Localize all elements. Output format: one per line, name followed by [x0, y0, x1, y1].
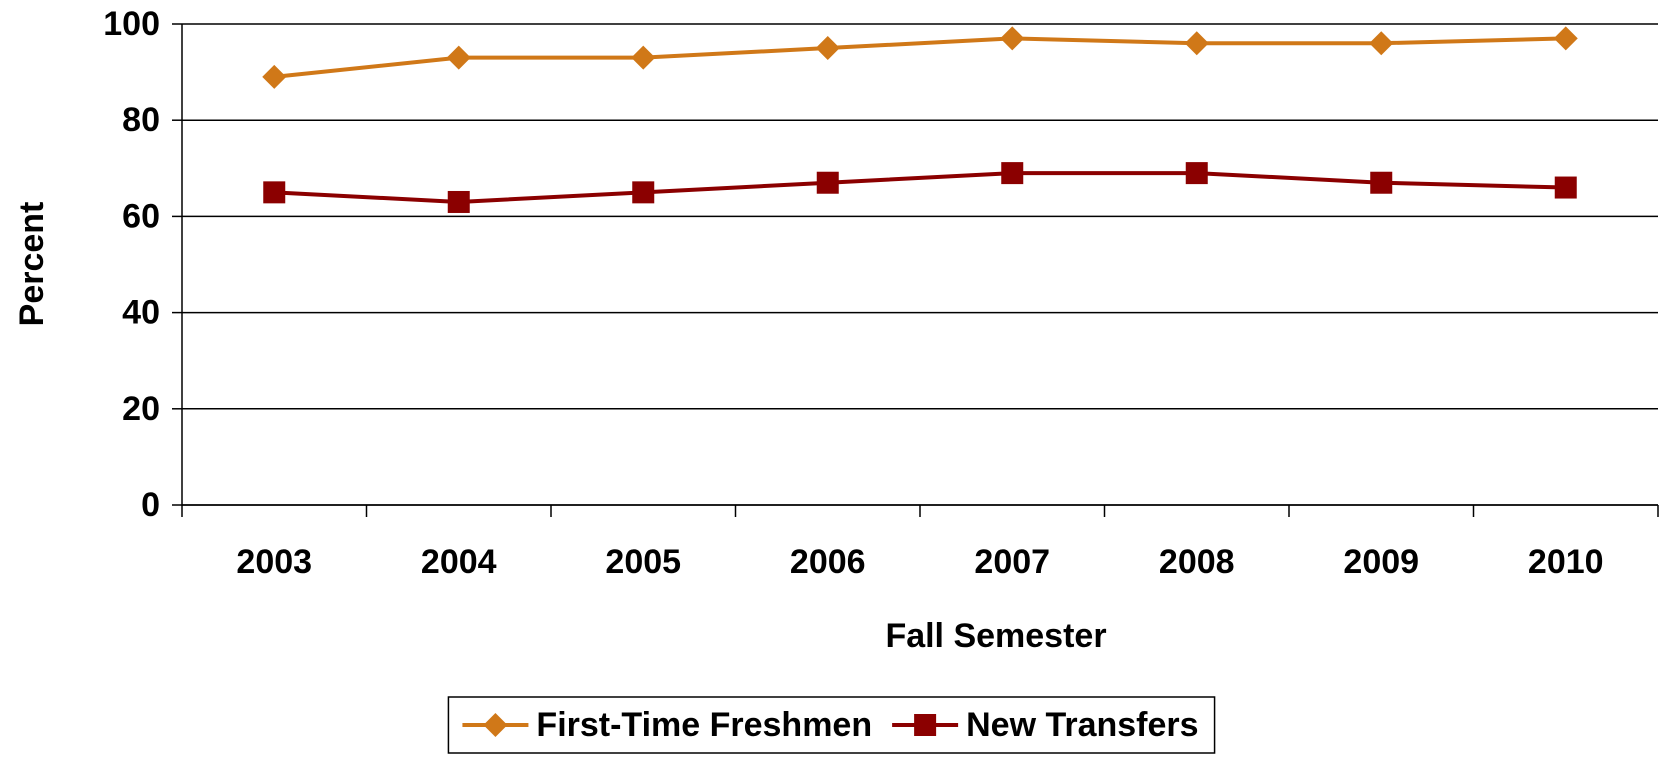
marker — [815, 36, 840, 61]
marker — [1369, 31, 1394, 56]
marker — [1000, 26, 1025, 51]
y-tick-label: 100 — [103, 5, 160, 43]
marker — [1554, 176, 1577, 199]
x-tick-label: 2003 — [236, 543, 312, 581]
x-tick-label: 2007 — [974, 543, 1050, 581]
x-tick-label: 2010 — [1528, 543, 1604, 581]
y-tick-label: 20 — [122, 390, 160, 428]
marker — [631, 45, 656, 70]
x-tick-label: 2005 — [605, 543, 681, 581]
marker — [632, 181, 655, 204]
y-axis-label: Percent — [13, 202, 51, 327]
marker — [1553, 26, 1578, 51]
legend-label: New Transfers — [966, 706, 1198, 744]
marker — [262, 64, 287, 89]
y-tick-label: 80 — [122, 101, 160, 139]
marker — [1370, 171, 1393, 194]
x-tick-label: 2008 — [1159, 543, 1235, 581]
x-tick-label: 2006 — [790, 543, 866, 581]
x-tick-label: 2004 — [421, 543, 497, 581]
marker — [816, 171, 839, 194]
x-tick-label: 2009 — [1343, 543, 1419, 581]
y-tick-label: 60 — [122, 197, 160, 235]
marker — [447, 190, 470, 213]
marker — [1185, 162, 1208, 185]
marker — [914, 714, 937, 736]
y-tick-label: 0 — [141, 486, 160, 524]
x-axis-label: Fall Semester — [885, 617, 1106, 655]
legend-box — [447, 696, 1216, 754]
series-line — [274, 171, 1566, 204]
marker — [483, 713, 508, 737]
legend: First-Time Freshmen New Transfers — [447, 696, 1216, 754]
y-tick-label: 40 — [122, 294, 160, 332]
marker — [1001, 162, 1024, 185]
series-line — [274, 36, 1566, 79]
marker — [446, 45, 471, 70]
marker — [263, 181, 286, 204]
legend-label: First-Time Freshmen — [536, 706, 872, 744]
marker — [1184, 31, 1209, 56]
